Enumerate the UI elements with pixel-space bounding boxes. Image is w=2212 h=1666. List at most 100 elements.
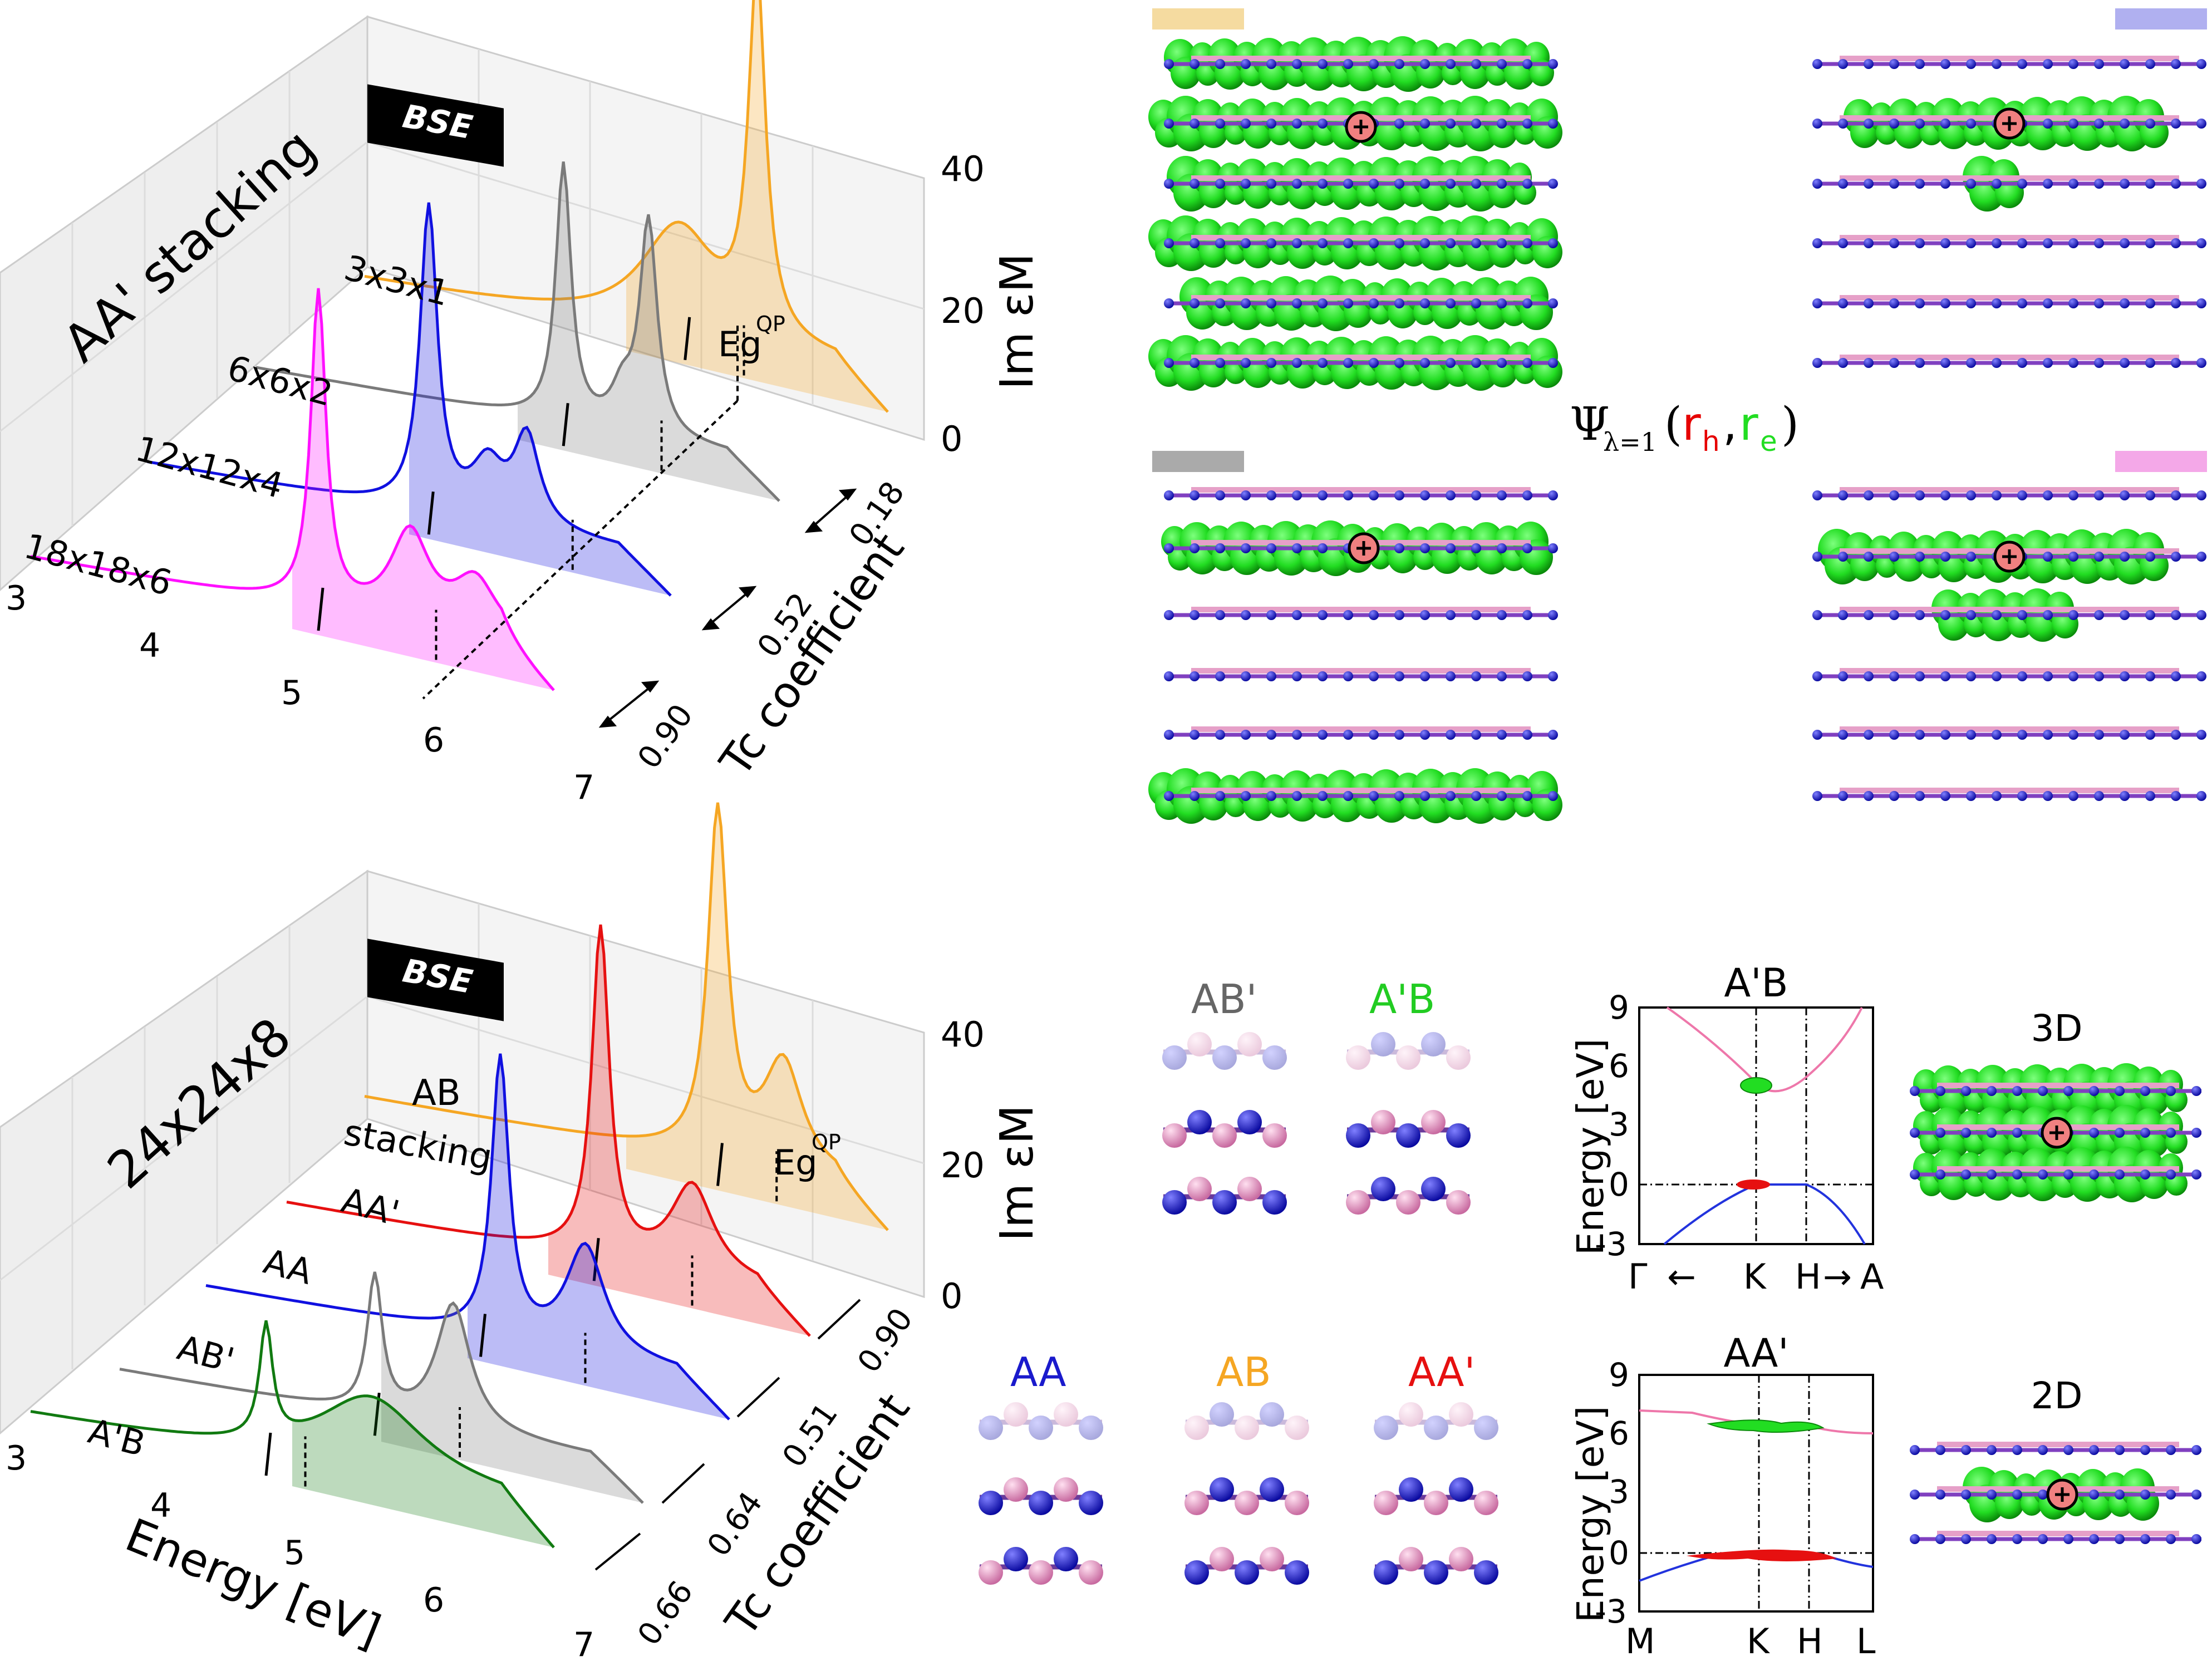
wf4-layer-1-atom [1864, 552, 1874, 562]
series-line-3x3x1 [364, 0, 889, 413]
wf4-layer-0-atom [1966, 490, 1976, 500]
wf3-layer-4-atom [1420, 730, 1430, 740]
wf2-layer-0-atom [2068, 59, 2078, 69]
wf2-layer-3-atom [1915, 238, 1925, 248]
wf2-layer-5-atom [2145, 358, 2155, 368]
wf1-layer-0-atom [1471, 59, 1481, 69]
wf3-layer-0-atom [1394, 490, 1404, 500]
series-fill-AA [468, 1053, 729, 1419]
wf1-layer-5-atom [1548, 358, 1558, 368]
band2-hole-weight [1687, 1549, 1837, 1561]
wf3-layer-3-atom [1420, 671, 1430, 681]
wf3-layer-2-atom [1548, 610, 1558, 620]
wf1-layer-0-atom [1241, 59, 1251, 69]
wf2-layer-0-atom [1864, 59, 1874, 69]
wf1-layer-2-atom [1471, 179, 1481, 189]
band2-ytick-3: 3 [1609, 1473, 1629, 1511]
wf4-layer-2-atom [1812, 610, 1822, 620]
side2d-layer-2-atom [2115, 1534, 2125, 1544]
panel-a-z-axis: 40 20 0 Im εM [941, 149, 1044, 459]
stack-molecule-7-atom [1054, 1477, 1078, 1502]
wf1-layer-2-atom [1446, 179, 1456, 189]
side3d-layer-2 [1910, 1166, 2201, 1180]
wf3-layer-3-atom [1394, 671, 1404, 681]
wf2-layer-4-atom [1812, 298, 1822, 308]
stack-molecule-5-atom [1346, 1190, 1370, 1215]
stack-molecule-14-atom [1449, 1547, 1473, 1571]
wf2-layer-0-atom [1915, 59, 1925, 69]
stacking-title-ab-prime: AB' [1191, 976, 1257, 1023]
wf4-layer-2-atom [1915, 610, 1925, 620]
wf3-layer-1-atom [1215, 543, 1225, 553]
wf1-layer-2-atom [1420, 179, 1430, 189]
wf2-layer-0-atom [2145, 59, 2155, 69]
side3d-layer-2-atom [2012, 1169, 2022, 1180]
stack-molecule-5-atom [1396, 1190, 1420, 1215]
band-plot-a-prime-b: A'B 9 6 3 0 -3 Energy [eV] Γ ← K H → A 3… [1569, 960, 2082, 1297]
wavefunction-18x18x6 [1812, 487, 2206, 801]
wf2-layer-5-atom [2017, 358, 2027, 368]
stack-molecule-0-atom [1162, 1045, 1187, 1070]
wf1-layer-2-atom [1522, 179, 1532, 189]
panel-a-energy-tick-3: 3 [6, 579, 27, 618]
wf3-layer-5-atom [1420, 791, 1430, 801]
side3d-layer-0-atom [1935, 1086, 1945, 1096]
stack-molecule-9-atom [1210, 1402, 1234, 1427]
wf3-layer-5-atom [1343, 791, 1353, 801]
wf4-layer-4-atom [1940, 730, 1950, 740]
wf2-layer-4-atom [2145, 298, 2155, 308]
stack-molecule-5-atom [1421, 1177, 1446, 1201]
side3d-layer-2-atom [1987, 1169, 1997, 1180]
wf2-layer-2-atom [2120, 179, 2130, 189]
wf3-layer-0-atom [1318, 490, 1328, 500]
wf4-layer-5-atom [2094, 791, 2104, 801]
panel-a-depth-label: Tc coefficient [710, 525, 914, 786]
wf4-layer-0-atom [1812, 490, 1822, 500]
side2d-layer-1-atom [2166, 1490, 2176, 1500]
wf2-layer-3-atom [2017, 238, 2027, 248]
wf3-layer-4-atom [1241, 730, 1251, 740]
stack-molecule-8 [979, 1547, 1103, 1585]
wf4-layer-4-atom [2043, 730, 2053, 740]
side3d-layer-2-atom [2063, 1169, 2073, 1180]
stack-molecule-8-atom [979, 1560, 1003, 1585]
wf3-layer-4-atom [1548, 730, 1558, 740]
wf4-layer-2-atom [1838, 610, 1848, 620]
side3d-layer-1-atom [2191, 1128, 2201, 1138]
wf2-layer-0-atom [2043, 59, 2053, 69]
stack-molecule-13 [1374, 1477, 1498, 1515]
wf2-layer-3 [1812, 235, 2206, 248]
stack-molecule-13-atom [1424, 1491, 1448, 1515]
side2d-layer-0-atom [1935, 1445, 1945, 1455]
wf1-layer-0-atom [1548, 59, 1558, 69]
side3d-layer-2-atom [1961, 1169, 1971, 1180]
stack-molecule-12 [1374, 1402, 1498, 1440]
wf1-layer-5-atom [1471, 358, 1481, 368]
stack-molecule-1-atom [1187, 1110, 1212, 1134]
stacking-title-a-prime-b: A'B [1369, 976, 1435, 1023]
wf1-layer-2-atom [1497, 179, 1507, 189]
psi-subscript: λ=1 [1603, 427, 1657, 457]
wf2-layer-2 [1812, 175, 2206, 189]
wf4-layer-4-atom [2120, 730, 2130, 740]
wf2-layer-5-atom [1915, 358, 1925, 368]
series-fill-3x3x1 [626, 0, 888, 412]
stack-molecule-9-atom [1184, 1416, 1209, 1440]
wf2-layer-2-atom [2171, 179, 2181, 189]
stack-molecule-7-atom [979, 1491, 1003, 1515]
wf2-layer-0-atom [1966, 59, 1976, 69]
side3d-layer-2-atom [2166, 1169, 2176, 1180]
wf3-layer-5-atom [1164, 791, 1174, 801]
panel-a-qp-text: Eg [718, 324, 762, 365]
panel-a-qp-sup: QP [756, 312, 785, 336]
wf2-layer-0 [1812, 56, 2206, 69]
wf1-layer-4-atom [1522, 298, 1532, 308]
wf2-layer-2-atom [1838, 179, 1848, 189]
wf3-layer-0-atom [1420, 490, 1430, 500]
stack-molecule-13-atom [1399, 1477, 1423, 1502]
panel-b-z-label: Im εM [991, 1105, 1044, 1241]
band1-arrow-right: → [1823, 1256, 1852, 1297]
series-line-AB' [119, 1271, 644, 1504]
wf4-layer-2-atom [2017, 610, 2027, 620]
stack-molecule-0-atom [1237, 1032, 1262, 1056]
